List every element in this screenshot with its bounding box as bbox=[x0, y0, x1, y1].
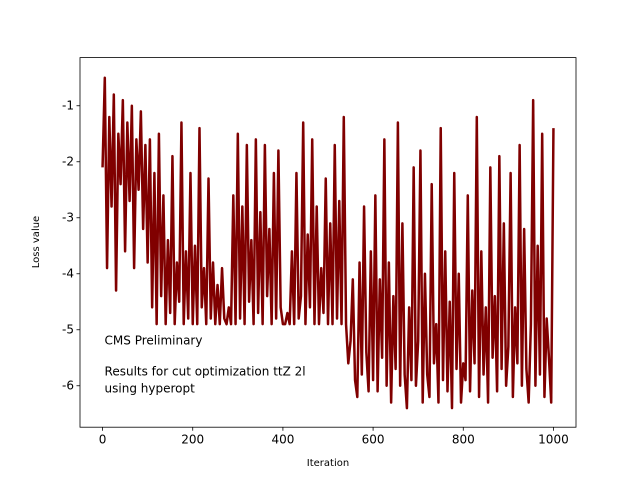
annotation: CMS Preliminary bbox=[105, 334, 203, 348]
x-tick-label: 200 bbox=[181, 433, 204, 447]
plot-frame bbox=[79, 57, 577, 428]
x-axis-label: Iteration bbox=[307, 458, 349, 469]
y-tick-label: -3 bbox=[62, 210, 74, 224]
y-tick-label: -4 bbox=[62, 266, 74, 280]
x-tick-label: 0 bbox=[99, 433, 107, 447]
x-tick-label: 800 bbox=[452, 433, 475, 447]
x-tick-label: 600 bbox=[362, 433, 385, 447]
x-tick-label: 400 bbox=[271, 433, 294, 447]
y-tick-label: -1 bbox=[62, 98, 74, 112]
y-tick-label: -2 bbox=[62, 154, 74, 168]
y-tick-label: -5 bbox=[62, 322, 74, 336]
annotation: Results for cut optimization ttZ 2l bbox=[105, 365, 306, 379]
annotation: using hyperopt bbox=[105, 382, 196, 396]
data-line bbox=[101, 76, 555, 410]
y-tick-label: -6 bbox=[62, 378, 74, 392]
y-axis-label: Loss value bbox=[31, 216, 42, 268]
x-tick-label: 1000 bbox=[538, 433, 569, 447]
